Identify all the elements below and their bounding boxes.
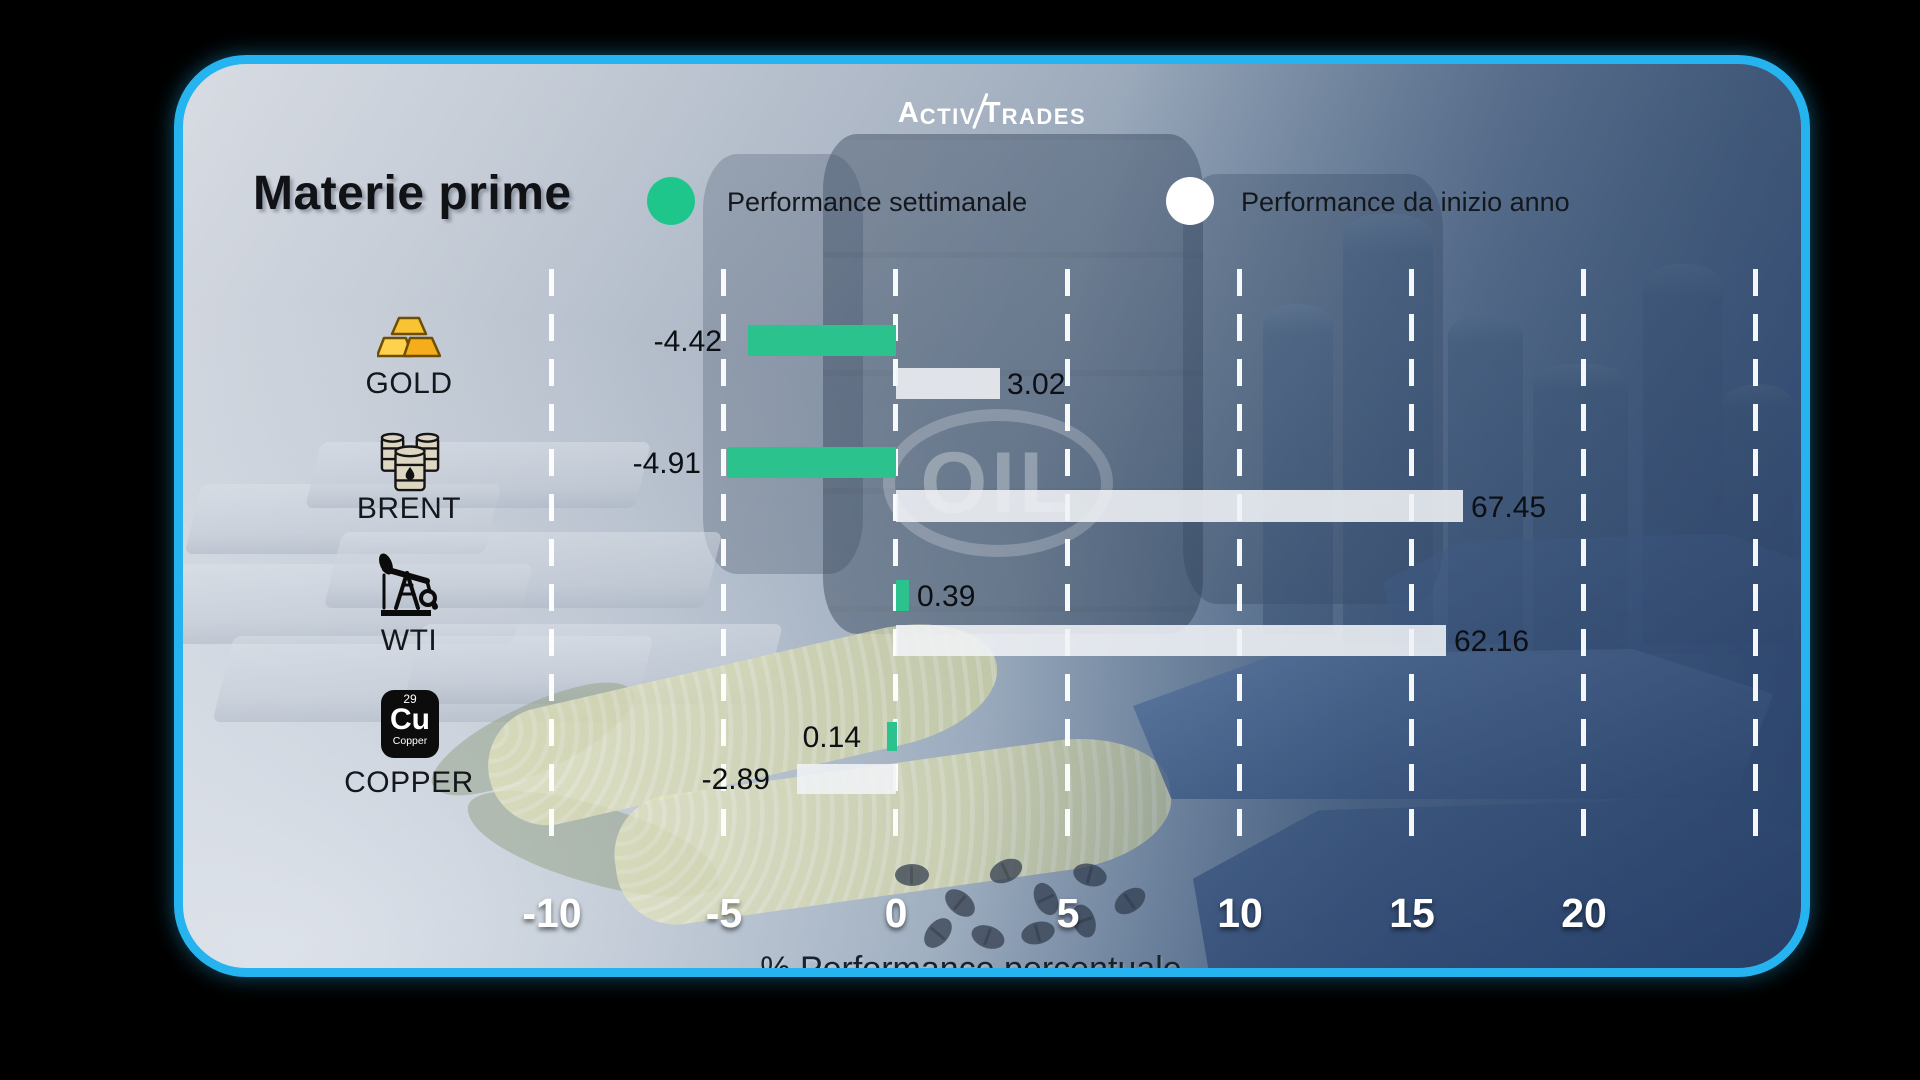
brent-ytd-value: 67.45	[1471, 491, 1547, 524]
gridline-zero	[893, 269, 898, 854]
wti-weekly-value: 0.39	[917, 580, 976, 613]
copper-atomic-number: 29	[403, 692, 417, 706]
brent-weekly-value: -4.91	[632, 447, 701, 480]
gold-weekly-value: -4.42	[653, 325, 722, 358]
wti-ytd-bar	[896, 625, 1446, 656]
row-label-gold: GOLD	[365, 367, 453, 400]
x-tick: -5	[705, 890, 743, 936]
x-tick: 0	[884, 890, 908, 936]
copper-symbol: Cu	[390, 703, 430, 736]
logo-letter: T	[982, 97, 1002, 129]
gold-weekly-bar	[748, 325, 896, 356]
gridline	[1065, 269, 1070, 854]
copper-ytd-value: -2.89	[701, 763, 770, 796]
gold-ytd-bar	[896, 368, 1000, 399]
gridline	[1237, 269, 1242, 854]
copper-name: Copper	[392, 735, 428, 747]
logo-text: RADES	[1001, 103, 1087, 129]
x-axis-label: % Performance percentuale	[760, 950, 1182, 977]
gridline	[721, 269, 726, 854]
x-tick: 15	[1389, 890, 1435, 936]
gridline	[549, 269, 554, 854]
row-label-copper: COPPER	[344, 766, 474, 799]
row-label-wti: WTI	[380, 624, 438, 657]
x-tick: 20	[1561, 890, 1607, 936]
copper-weekly-value: 0.14	[802, 721, 861, 754]
gold-ytd-value: 3.02	[1007, 368, 1066, 401]
logo-letter: A	[897, 97, 920, 129]
activtrades-logo: A CTIV T RADES	[897, 92, 1087, 130]
x-tick: -10	[522, 890, 582, 936]
legend-weekly-dot	[647, 177, 695, 225]
logo-text: CTIV	[919, 103, 976, 129]
gridline	[1409, 269, 1414, 854]
legend-ytd-dot	[1166, 177, 1214, 225]
page-title: Materie prime	[253, 167, 572, 220]
gridline	[1581, 269, 1586, 854]
wti-ytd-value: 62.16	[1454, 625, 1530, 658]
gridline	[1753, 269, 1758, 854]
oil-barrels-icon	[379, 430, 441, 499]
legend-weekly-label: Performance settimanale	[727, 187, 1028, 217]
gold-bars-icon	[375, 314, 442, 365]
copper-element-icon: 29 Cu Copper	[381, 690, 439, 758]
wti-weekly-bar	[896, 580, 909, 611]
brent-ytd-bar	[896, 490, 1463, 522]
x-tick: 10	[1217, 890, 1263, 936]
legend-ytd-label: Performance da inizio anno	[1241, 187, 1570, 217]
x-tick: 5	[1056, 890, 1080, 936]
oil-pumpjack-icon	[377, 552, 441, 623]
copper-weekly-bar	[887, 722, 897, 751]
row-label-brent: BRENT	[356, 492, 462, 525]
copper-ytd-bar	[797, 764, 896, 794]
brent-weekly-bar	[727, 447, 896, 478]
